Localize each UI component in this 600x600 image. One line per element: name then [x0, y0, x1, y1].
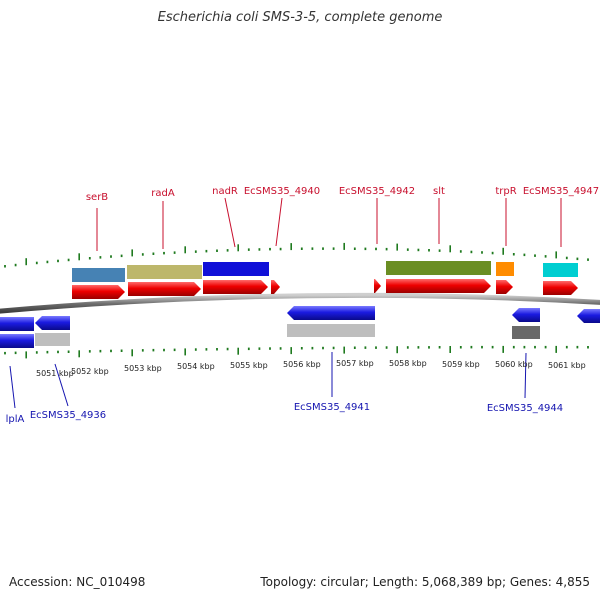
tick-row-bottom — [4, 345, 589, 359]
pointer-EcSMS35_4944 — [524, 352, 527, 399]
gene-arrow-lplA-b[interactable] — [0, 334, 34, 348]
tick-row-top — [4, 242, 589, 268]
label-lplA: lplA — [6, 414, 25, 425]
cog-bar-EcSMS35_4936[interactable] — [35, 333, 70, 346]
reverse-gene-labels: lplA EcSMS35_4936 EcSMS35_4941 EcSMS35_4… — [6, 352, 563, 425]
label-EcSMS35_4941: EcSMS35_4941 — [294, 402, 370, 413]
scale-label: 5056 kbp — [283, 360, 321, 369]
pointer-nadR — [224, 197, 236, 248]
gene-arrow-EcSMS35_4941[interactable] — [287, 306, 375, 320]
scale-label: 5061 kbp — [548, 361, 586, 370]
cog-bar-radA[interactable] — [127, 265, 202, 279]
forward-genes — [72, 279, 578, 299]
scale-label: 5054 kbp — [177, 362, 215, 371]
gene-arrow-serB[interactable] — [72, 285, 125, 299]
scale-label: 5055 kbp — [230, 361, 268, 370]
gene-arrow-radA[interactable] — [128, 282, 201, 296]
map-title: Escherichia coli SMS-3-5, complete genom… — [157, 10, 443, 25]
label-EcSMS35_4940: EcSMS35_4940 — [244, 186, 320, 197]
label-EcSMS35_4942: EcSMS35_4942 — [339, 186, 415, 197]
label-trpR: trpR — [495, 186, 516, 197]
label-radA: radA — [151, 188, 175, 199]
pointer-lplA — [9, 365, 16, 409]
forward-gene-labels: serB radA nadR EcSMS35_4940 EcSMS35_4942… — [86, 186, 599, 251]
cog-bar-nadR[interactable] — [203, 262, 269, 276]
pointer-EcSMS35_4936 — [54, 363, 69, 407]
gene-arrow-EcSMS35_4942[interactable] — [374, 279, 381, 293]
cog-bar-slt[interactable] — [386, 261, 491, 275]
cog-bar-EcSMS35_4944[interactable] — [512, 326, 540, 339]
gene-arrow-slt[interactable] — [386, 279, 491, 293]
scale-label: 5051 kbp — [36, 369, 74, 378]
label-EcSMS35_4947: EcSMS35_4947 — [523, 186, 599, 197]
gene-arrow-nadR[interactable] — [203, 280, 268, 294]
label-EcSMS35_4944: EcSMS35_4944 — [487, 403, 563, 414]
pointer-EcSMS35_4940 — [275, 197, 283, 247]
label-EcSMS35_4936: EcSMS35_4936 — [30, 410, 106, 421]
cog-bar-trpR[interactable] — [496, 262, 514, 276]
topology-text: Topology: circular; Length: 5,068,389 bp… — [260, 575, 590, 589]
gene-arrow-EcSMS35_4940[interactable] — [271, 280, 280, 294]
gene-arrow-lplA-a[interactable] — [0, 317, 34, 331]
scale-label: 5052 kbp — [71, 367, 109, 376]
reverse-genes — [0, 306, 600, 348]
label-serB: serB — [86, 192, 108, 203]
gene-arrow-trpR[interactable] — [496, 280, 513, 294]
cog-bar-EcSMS35_4947[interactable] — [543, 263, 578, 277]
scale-label: 5053 kbp — [124, 364, 162, 373]
gene-arrow-EcSMS35_4944[interactable] — [512, 308, 540, 322]
cog-bars-reverse — [35, 324, 540, 346]
cog-bars-forward — [72, 261, 578, 282]
scale-label: 5058 kbp — [389, 359, 427, 368]
gene-arrow-right-edge[interactable] — [577, 309, 600, 323]
gene-arrow-EcSMS35_4947[interactable] — [543, 281, 578, 295]
genome-backbone — [0, 292, 600, 314]
accession-text: Accession: NC_010498 — [9, 575, 146, 589]
cog-bar-EcSMS35_4941[interactable] — [287, 324, 375, 337]
scale-label: 5060 kbp — [495, 360, 533, 369]
gene-arrow-EcSMS35_4936[interactable] — [35, 316, 70, 330]
label-slt: slt — [433, 186, 445, 197]
label-nadR: nadR — [212, 186, 238, 197]
cog-bar-serB[interactable] — [72, 268, 125, 282]
scale-labels: 5051 kbp 5052 kbp 5053 kbp 5054 kbp 5055… — [36, 359, 586, 378]
scale-label: 5059 kbp — [442, 360, 480, 369]
scale-label: 5057 kbp — [336, 359, 374, 368]
